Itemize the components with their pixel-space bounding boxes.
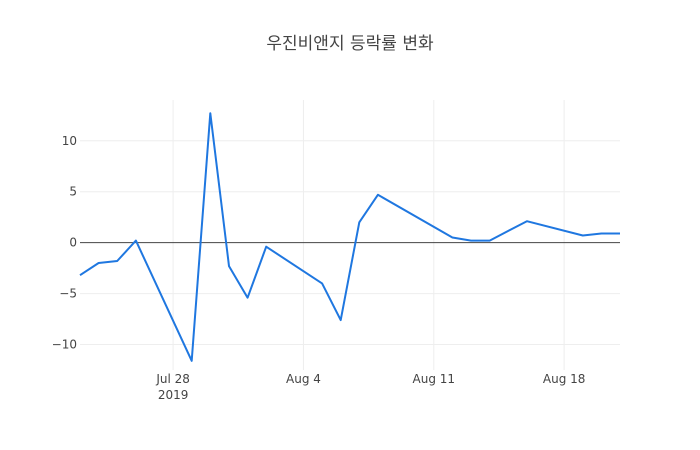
series-line bbox=[79, 112, 620, 362]
series-layer bbox=[79, 112, 620, 362]
x-axis-ticks: Jul 28 2019 Aug 4 Aug 11 Aug 18 bbox=[155, 372, 585, 402]
x-tick-label: Jul 28 bbox=[155, 372, 190, 386]
y-tick-label: 0 bbox=[69, 236, 77, 250]
y-axis-ticks: 10 5 0 −5 −10 bbox=[52, 134, 77, 352]
y-tick-label: 5 bbox=[69, 185, 77, 199]
y-tick-label: −5 bbox=[59, 287, 77, 301]
grid bbox=[80, 100, 620, 370]
x-tick-sublabel: 2019 bbox=[158, 388, 189, 402]
chart-title: 우진비앤지 등락률 변화 bbox=[266, 34, 434, 54]
x-tick-label: Aug 4 bbox=[286, 372, 321, 386]
x-tick-label: Aug 18 bbox=[543, 372, 586, 386]
x-tick-label: Aug 11 bbox=[413, 372, 456, 386]
y-tick-label: 10 bbox=[62, 134, 77, 148]
y-tick-label: −10 bbox=[52, 338, 77, 352]
